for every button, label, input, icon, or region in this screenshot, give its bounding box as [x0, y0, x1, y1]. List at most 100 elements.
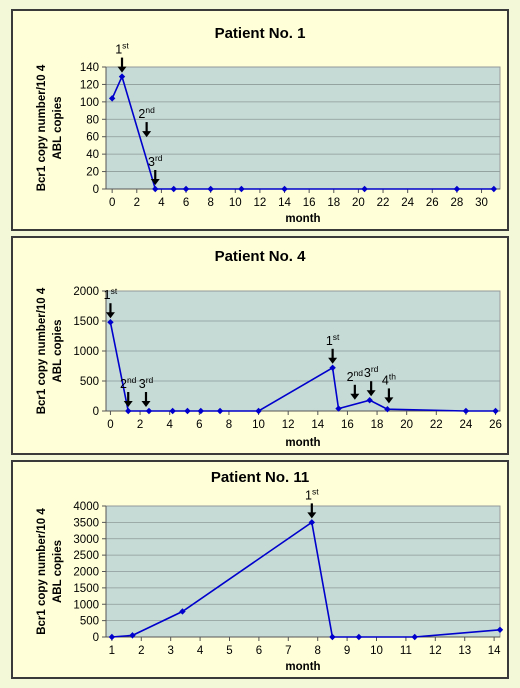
data-point — [108, 633, 116, 641]
data-point — [411, 633, 418, 641]
y-tick-label: 2000 — [73, 286, 99, 298]
series-line — [111, 521, 501, 638]
annotation-label: 1st — [326, 332, 340, 348]
y-tick-label: 140 — [80, 62, 99, 74]
data-point — [329, 364, 336, 371]
chart-panel-patient-1: Patient No. 1 0 20 40 60 80 100 120 140 0 2 4 6 8 10 12… — [11, 9, 509, 231]
annotation-arrow-head — [150, 179, 160, 185]
annotation-arrow-head — [105, 312, 115, 319]
chart-title: Patient No. 1 — [215, 25, 306, 42]
y-axis-label: ABL copies — [52, 540, 64, 603]
x-tick-label: 5 — [226, 645, 232, 657]
y-tick-label: 20 — [86, 167, 99, 179]
annotation-label: 3rd — [148, 153, 163, 169]
x-tick-label: 14 — [278, 197, 291, 209]
data-point — [366, 397, 373, 404]
y-tick-label: 500 — [80, 616, 99, 628]
chart-panel-patient-11: Patient No. 11 0 500 1000 1500 2000 2500 3000 35… — [11, 460, 509, 679]
x-tick-label: 11 — [400, 645, 412, 657]
annotation-label: 4th — [382, 371, 396, 387]
x-tick-label: 9 — [344, 645, 350, 657]
data-point — [184, 407, 191, 415]
data-point — [108, 95, 116, 102]
x-tick-label: 22 — [430, 419, 443, 431]
x-tick-label: 12 — [254, 197, 267, 209]
annotation-label: 3rd — [364, 364, 379, 380]
data-point — [453, 185, 461, 193]
annotation-arrow-head — [142, 131, 152, 138]
y-tick-label: 0 — [93, 632, 99, 644]
x-tick-label: 6 — [196, 419, 202, 431]
annotation-label: 2nd — [138, 105, 155, 121]
x-tick-label: 10 — [370, 645, 383, 657]
y-axis-label: ABL copies — [52, 96, 64, 159]
y-tick-label: 3500 — [73, 517, 99, 529]
data-point — [308, 519, 316, 526]
data-point — [125, 407, 132, 415]
x-tick-label: 12 — [429, 645, 442, 657]
x-tick-label: 8 — [314, 645, 320, 657]
plot-area — [105, 66, 501, 190]
data-point — [329, 633, 336, 641]
data-point — [169, 407, 176, 415]
chart-title: Patient No. 11 — [211, 469, 309, 486]
x-tick-label: 16 — [341, 419, 354, 431]
x-axis-label: month — [285, 661, 320, 673]
data-point — [238, 185, 245, 193]
y-axis-label: Bcr1 copy number/10 4 — [36, 64, 48, 191]
x-tick-label: 28 — [451, 197, 464, 209]
y-axis-label: ABL copies — [52, 319, 64, 382]
x-tick-label: 14 — [488, 645, 501, 657]
y-tick-label: 1500 — [73, 316, 99, 328]
annotation-label: 2nd — [120, 375, 137, 391]
x-tick-label: 22 — [377, 197, 390, 209]
data-point — [216, 407, 224, 415]
y-tick-label: 1500 — [73, 583, 99, 595]
x-tick-label: 26 — [489, 419, 502, 431]
x-tick-label: 2 — [138, 645, 144, 657]
annotation-arrow-head — [328, 357, 338, 364]
data-point — [152, 185, 159, 193]
x-tick-label: 30 — [475, 197, 488, 209]
x-tick-label: 4 — [197, 645, 204, 657]
data-point — [107, 319, 114, 326]
annotation-label: 3rd — [139, 375, 154, 391]
annotation-arrow-head — [123, 401, 133, 407]
x-tick-label: 16 — [303, 197, 316, 209]
chart-svg: Patient No. 1105001000150020002500300035… — [36, 469, 504, 673]
x-tick-label: 8 — [207, 197, 213, 209]
chart-panel-patient-4: Patient No. 4 0 500 1000 1500 2000 0 2 4 6 8 10 12 14… — [11, 236, 509, 455]
data-point — [462, 407, 470, 415]
y-axis-label: Bcr1 copy number/10 4 — [36, 287, 48, 414]
x-tick-label: 0 — [109, 197, 115, 209]
y-tick-label: 2000 — [73, 567, 99, 579]
annotation-arrow-head — [141, 401, 151, 407]
annotation-arrow-head — [350, 393, 360, 400]
y-tick-label: 1000 — [73, 599, 99, 611]
annotation-arrow-head — [307, 512, 317, 519]
data-point — [170, 185, 177, 193]
x-tick-label: 18 — [327, 197, 340, 209]
x-tick-label: 12 — [282, 419, 295, 431]
x-tick-label: 4 — [166, 419, 173, 431]
x-axis-label: month — [285, 437, 320, 449]
annotation-label: 1st — [115, 41, 129, 57]
annotation-arrow-head — [117, 66, 127, 73]
data-point — [490, 185, 498, 193]
data-point — [384, 406, 391, 413]
data-point — [281, 185, 288, 193]
x-tick-label: 10 — [229, 197, 242, 209]
x-tick-label: 2 — [134, 197, 140, 209]
y-tick-label: 500 — [80, 376, 99, 388]
annotation-arrow-head — [384, 397, 394, 404]
x-tick-label: 14 — [311, 419, 324, 431]
y-tick-label: 80 — [86, 114, 99, 126]
y-tick-label: 100 — [80, 97, 99, 109]
y-tick-label: 60 — [86, 132, 99, 144]
data-point — [207, 185, 214, 193]
data-point — [355, 633, 363, 641]
data-point — [182, 185, 190, 193]
x-tick-label: 8 — [226, 419, 232, 431]
y-tick-label: 4000 — [73, 501, 99, 513]
